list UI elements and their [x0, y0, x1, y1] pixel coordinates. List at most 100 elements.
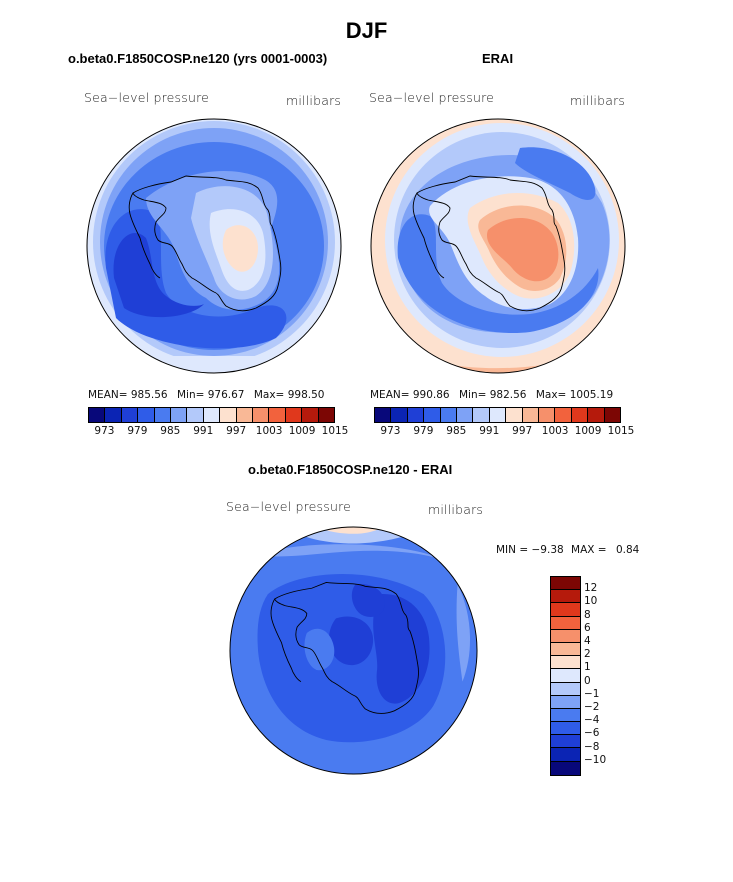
colorbar-swatch — [551, 577, 580, 591]
panel3-colorbar — [550, 576, 581, 776]
colorbar-tick-label: −8 — [584, 740, 600, 753]
colorbar-tick-label: −1 — [584, 687, 600, 700]
panel1-max-value: 998.50 — [287, 389, 325, 401]
panel1-min-label: Min= — [176, 389, 205, 401]
colorbar-swatch — [285, 408, 303, 422]
colorbar-swatch — [318, 408, 335, 422]
colorbar-tick-label: 1009 — [574, 425, 602, 437]
colorbar-swatch — [89, 408, 106, 422]
panel1-stats: MEAN= 985.56 Min= 976.67 Max= 998.50 — [88, 389, 324, 401]
panel3-title: o.beta0.F1850COSP.ne120 - ERAI — [248, 462, 453, 477]
colorbar-tick-label: 979 — [413, 425, 434, 437]
colorbar-swatch — [220, 408, 237, 422]
colorbar-swatch — [551, 761, 580, 775]
colorbar-swatch — [407, 408, 425, 422]
colorbar-swatch — [253, 408, 270, 422]
colorbar-tick-label: 1 — [584, 661, 591, 674]
colorbar-swatch — [571, 408, 589, 422]
colorbar-swatch — [551, 722, 580, 736]
colorbar-tick-label: 10 — [584, 595, 598, 608]
colorbar-tick-label: 973 — [94, 425, 115, 437]
panel3-max-label: MAX = — [571, 544, 607, 556]
colorbar-swatch — [105, 408, 122, 422]
colorbar-swatch — [473, 408, 490, 422]
colorbar-swatch — [171, 408, 188, 422]
p1-high-core — [222, 225, 258, 272]
colorbar-swatch — [551, 708, 580, 723]
colorbar-tick-label: 991 — [479, 425, 500, 437]
colorbar-tick-label: 1015 — [321, 425, 349, 437]
p3-right-band — [456, 584, 471, 682]
colorbar-swatch — [551, 682, 580, 696]
panel2-mean-label: MEAN= — [370, 389, 410, 401]
panel1-mean-label: MEAN= — [88, 389, 128, 401]
panel3-variable-label: Sea−level pressure — [226, 499, 352, 514]
panel1-mean-value: 985.56 — [130, 389, 168, 401]
colorbar-tick-label: 12 — [584, 582, 598, 595]
p3-top-band — [258, 544, 453, 565]
panel1-title: o.beta0.F1850COSP.ne120 (yrs 0001-0003) — [68, 51, 328, 66]
colorbar-swatch — [604, 408, 621, 422]
colorbar-tick-label: 1003 — [255, 425, 283, 437]
panel1-min-value: 976.67 — [207, 389, 245, 401]
colorbar-swatch — [302, 408, 319, 422]
panel1-units-label: millibars — [286, 93, 342, 108]
colorbar-swatch — [138, 408, 155, 422]
panel2-min-label: Min= — [458, 389, 487, 401]
colorbar-tick-label: 1015 — [607, 425, 635, 437]
colorbar-swatch — [506, 408, 523, 422]
colorbar-swatch — [551, 695, 580, 709]
colorbar-tick-label: 973 — [380, 425, 401, 437]
panel1-colorbar — [88, 407, 335, 423]
figure-title: DJF — [345, 18, 388, 43]
p1-peninsula — [128, 192, 161, 279]
p2-low-east — [515, 147, 596, 200]
colorbar-swatch — [551, 616, 580, 630]
colorbar-tick-label: 6 — [584, 621, 591, 634]
colorbar-tick-label: −4 — [584, 714, 600, 727]
colorbar-swatch — [203, 408, 221, 422]
colorbar-swatch — [551, 669, 580, 683]
colorbar-swatch — [440, 408, 458, 422]
p3-continent-light — [304, 628, 335, 671]
panel2-title: ERAI — [482, 51, 514, 66]
colorbar-swatch — [424, 408, 441, 422]
colorbar-swatch — [555, 408, 572, 422]
colorbar-swatch — [269, 408, 286, 422]
colorbar-tick-label: 985 — [160, 425, 181, 437]
colorbar-swatch — [457, 408, 474, 422]
p1-coastline — [132, 175, 282, 312]
panel2-mean-value: 990.86 — [412, 389, 450, 401]
colorbar-tick-label: 985 — [446, 425, 467, 437]
colorbar-swatch — [391, 408, 408, 422]
p3-east-patch — [373, 593, 430, 704]
colorbar-swatch — [187, 408, 204, 422]
colorbar-tick-label: 979 — [127, 425, 148, 437]
colorbar-swatch — [375, 408, 392, 422]
colorbar-tick-label: −6 — [584, 727, 600, 740]
p2-coastline — [416, 175, 566, 312]
panel2-map — [370, 118, 626, 374]
colorbar-swatch — [551, 656, 580, 670]
panel3-map — [229, 526, 478, 775]
colorbar-swatch — [236, 408, 254, 422]
p1-deep-low-core — [113, 232, 204, 318]
colorbar-tick-label: −2 — [584, 701, 600, 713]
p3-peninsula — [270, 598, 302, 683]
colorbar-tick-label: 0 — [584, 674, 591, 687]
panel3-min-value: −9.38 — [531, 544, 564, 556]
panel3-min-label: MIN = — [496, 544, 529, 556]
colorbar-tick-label: 997 — [512, 425, 533, 437]
colorbar-tick-label: 8 — [584, 608, 591, 621]
p2-high-core — [486, 217, 559, 282]
colorbar-tick-label: 4 — [584, 635, 591, 647]
colorbar-tick-label: 1003 — [541, 425, 569, 437]
colorbar-swatch — [522, 408, 540, 422]
colorbar-swatch — [551, 735, 580, 749]
p2-low-ring — [397, 214, 599, 334]
colorbar-tick-label: −10 — [584, 753, 607, 766]
colorbar-swatch — [551, 629, 580, 643]
panel2-min-value: 982.56 — [489, 389, 527, 401]
p3-north-patch — [351, 584, 385, 617]
panel2-colorbar — [374, 407, 621, 423]
